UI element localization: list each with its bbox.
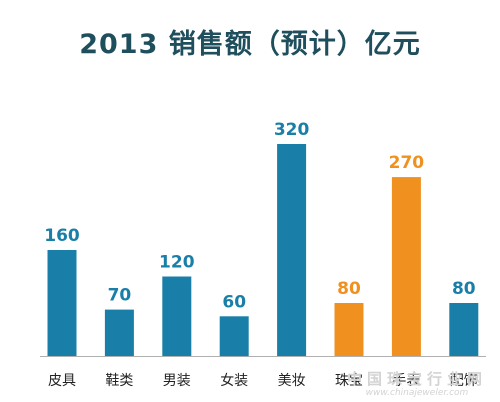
bar-8 <box>449 303 479 356</box>
watermark-url: www.chinajeweler.com <box>365 388 469 398</box>
value-label-2: 70 <box>108 286 132 306</box>
bar-6 <box>334 303 364 356</box>
category-label-7: 手表 <box>392 373 420 389</box>
value-label-6: 80 <box>337 279 361 299</box>
value-label-7: 270 <box>389 153 425 173</box>
bar-2 <box>104 309 134 356</box>
category-label-4: 女装 <box>220 372 248 389</box>
value-label-1: 160 <box>44 226 80 246</box>
value-label-5: 320 <box>274 120 310 140</box>
chart-title: 2013 销售额（预计）亿元 <box>79 29 421 60</box>
value-label-8: 80 <box>452 279 476 299</box>
bar-7 <box>391 177 421 356</box>
category-label-2: 鞋类 <box>105 373 133 389</box>
bar-3 <box>162 276 192 356</box>
category-label-3: 男装 <box>163 373 191 389</box>
watermark-text: 中国珠宝行业网 <box>346 370 487 388</box>
bar-4 <box>219 316 249 357</box>
category-label-8: 配饰 <box>450 373 478 389</box>
category-label-5: 美妆 <box>278 373 306 389</box>
value-label-3: 120 <box>159 253 195 273</box>
bar-5 <box>277 144 307 356</box>
category-label-6: 珠宝 <box>335 373 363 389</box>
category-label-1: 皮具 <box>48 373 76 389</box>
value-label-4: 60 <box>222 292 246 312</box>
bar-1 <box>47 250 77 356</box>
watermark: 中国珠宝行业网 www.chinajeweler.com <box>342 370 492 399</box>
